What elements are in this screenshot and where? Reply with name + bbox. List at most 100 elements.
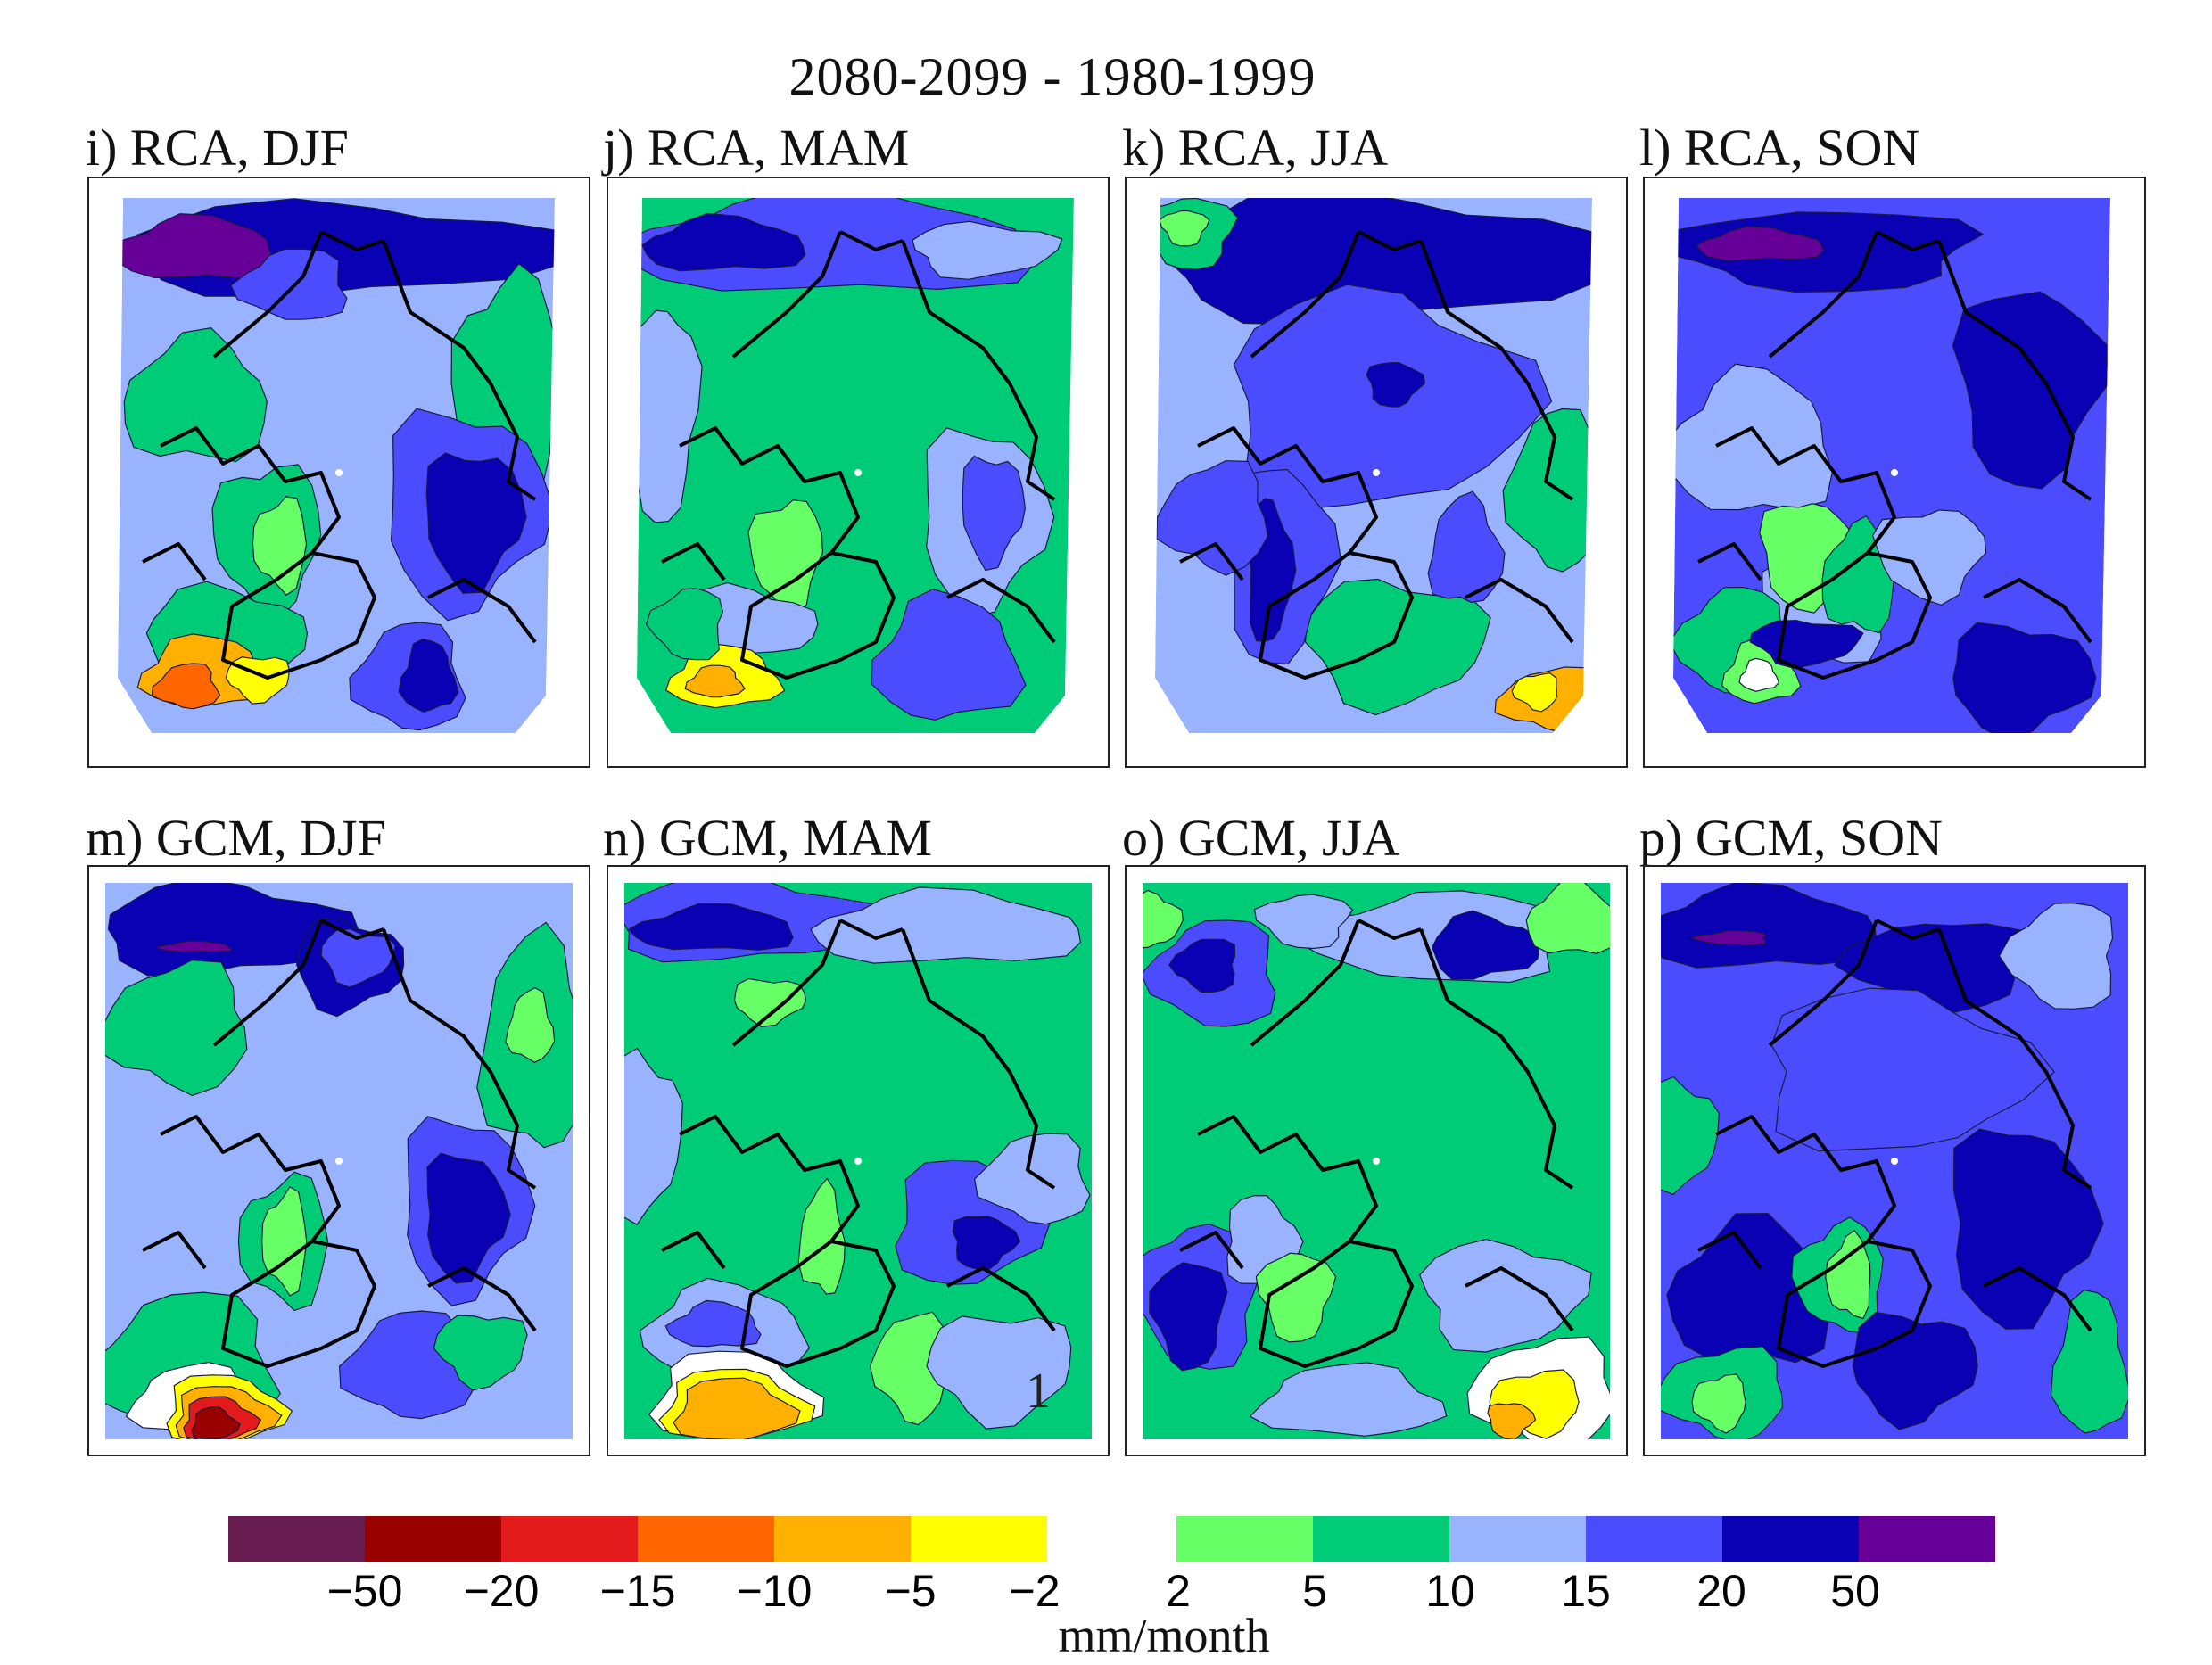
colorbar-tick: −5: [885, 1566, 937, 1616]
contour-region: [1738, 657, 1780, 692]
colorbar-unit-label: mm/month: [1058, 1609, 1270, 1662]
contour-region: [123, 326, 268, 463]
contour-region: [1432, 910, 1540, 980]
map-content: [118, 198, 555, 733]
contour-region: [1661, 883, 1878, 969]
coastline: [142, 230, 537, 680]
map-p: [1661, 883, 2128, 1439]
contour-region: [1770, 987, 2055, 1152]
contour-region: [962, 455, 1027, 572]
colorbar-swatch: [774, 1516, 911, 1562]
contour-region: [628, 903, 794, 951]
panel-label-m: m) GCM, DJF: [86, 809, 386, 867]
colorbar-swatch: [1449, 1516, 1586, 1562]
contour-region: [1502, 408, 1592, 573]
contour-region: [1143, 889, 1184, 949]
map-panel-o: [1125, 865, 1628, 1456]
contour-region: [505, 986, 556, 1063]
map-content: [1661, 883, 2128, 1439]
contour-region: [1525, 883, 1610, 954]
coastline: [661, 919, 1056, 1368]
panel-label-n: n) GCM, MAM: [603, 809, 932, 867]
coastline: [661, 230, 1056, 680]
contour-region: [1689, 929, 1768, 946]
map-k: [1155, 198, 1592, 733]
contour-region: [191, 1405, 241, 1439]
contour-region: [1666, 1212, 1829, 1364]
coastline: [142, 919, 537, 1368]
contour-region: [1952, 291, 2109, 490]
map-content: [637, 198, 1074, 733]
contour-region: [1156, 460, 1269, 576]
colorbar-tick: 5: [1302, 1566, 1327, 1616]
contour-region: [1168, 938, 1236, 993]
contour-region: [425, 452, 527, 594]
map-panel-l: [1643, 177, 2146, 768]
colorbar-swatch: [638, 1516, 774, 1562]
colorbar-swatch: [228, 1516, 365, 1562]
colorbar-swatch: [1176, 1516, 1313, 1562]
contour-region: [1249, 1362, 1448, 1437]
contour-region: [1253, 894, 1354, 950]
contour-region: [645, 587, 724, 661]
contour-region: [1998, 902, 2114, 1010]
contour-region: [1852, 1311, 1978, 1430]
colorbar-tick: 50: [1830, 1566, 1880, 1616]
coastline: [1697, 230, 2092, 680]
map-panel-i: [87, 177, 590, 768]
colorbar-tick: −10: [736, 1566, 813, 1616]
map-panel-k: [1125, 177, 1628, 768]
north-pole-marker: [854, 1158, 862, 1165]
contour-region: [151, 663, 221, 710]
panel-label-o: o) GCM, JJA: [1122, 809, 1399, 867]
colorbar-swatch: [1859, 1516, 1995, 1562]
colorbar-swatch: [501, 1516, 638, 1562]
contour-region: [1366, 361, 1426, 408]
contour-region: [118, 213, 276, 279]
north-pole-marker: [1891, 1158, 1898, 1165]
north-pole-marker: [1373, 1158, 1380, 1165]
contour-region: [747, 499, 824, 617]
colorbar-tick: −2: [1009, 1566, 1061, 1616]
contour-region: [1661, 1076, 1720, 1196]
panel-label-l: l) RCA, SON: [1639, 119, 1920, 177]
contour-region: [105, 959, 248, 1097]
contour-region: [1696, 226, 1825, 261]
colorbar-swatch: [911, 1516, 1047, 1562]
north-pole-marker: [854, 469, 862, 476]
contour-region: [155, 940, 234, 953]
contour-region: [974, 1133, 1091, 1225]
contour-region: [1871, 509, 1987, 606]
map-j: [637, 198, 1074, 733]
contour-region: [2050, 1289, 2128, 1434]
map-l: [1673, 198, 2110, 733]
colorbar-swatch: [365, 1516, 501, 1562]
contour-region: [637, 309, 703, 523]
colorbar-tick: 2: [1166, 1566, 1191, 1616]
contour-region: [230, 248, 348, 320]
north-pole-marker: [1373, 469, 1380, 476]
map-content: [1673, 198, 2110, 733]
map-content: [1155, 198, 1592, 733]
panel-label-i: i) RCA, DJF: [86, 119, 349, 177]
contour-region: [1149, 1262, 1228, 1372]
colorbar-tick: −15: [599, 1566, 676, 1616]
map-o: [1143, 883, 1610, 1439]
colorbar-positive: [1176, 1516, 1995, 1562]
contour-region: [1511, 672, 1558, 713]
contour-region: [871, 589, 1027, 721]
map-panel-m: [87, 865, 590, 1456]
map-panel-j: [607, 177, 1110, 768]
contour-region: [912, 220, 1063, 280]
contour-region: [1691, 1373, 1746, 1434]
colorbar-tick: 20: [1696, 1566, 1746, 1616]
contour-region: [1159, 210, 1210, 247]
contour-region: [869, 1311, 945, 1426]
contour-region: [1427, 490, 1506, 604]
map-m: [105, 883, 573, 1439]
map-content: [105, 883, 573, 1439]
map-n: [624, 883, 1092, 1439]
panel-label-p: p) GCM, SON: [1639, 809, 1943, 867]
contour-region: [641, 212, 806, 272]
contour-region: [252, 496, 308, 597]
